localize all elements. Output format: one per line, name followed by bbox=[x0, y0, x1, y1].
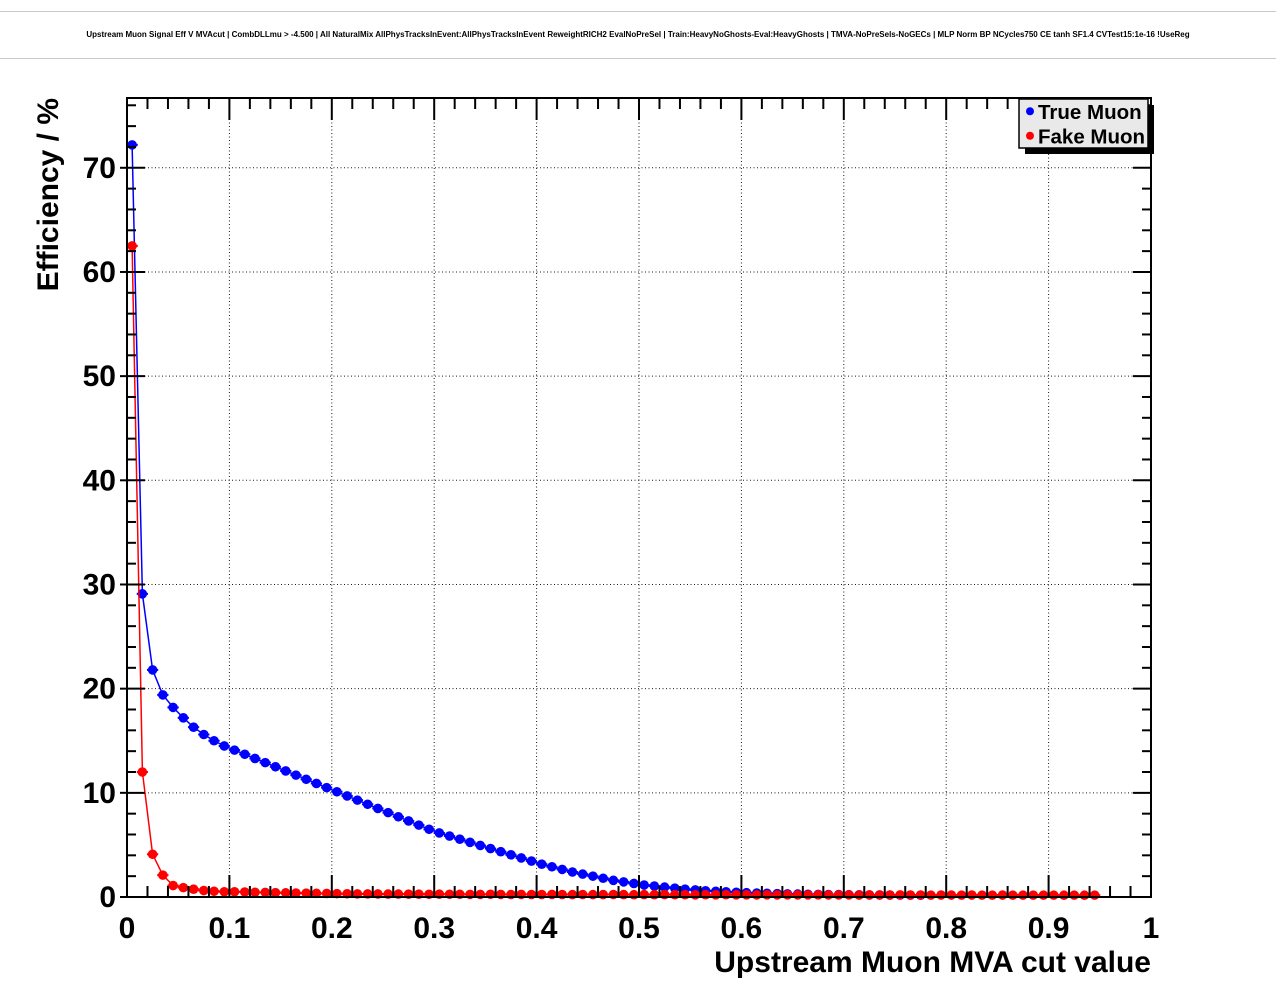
legend-label-true-muon: True Muon bbox=[1038, 101, 1142, 124]
gridlines bbox=[127, 98, 1151, 897]
svg-text:0: 0 bbox=[119, 912, 136, 945]
svg-text:70: 70 bbox=[83, 152, 116, 185]
svg-text:0.8: 0.8 bbox=[925, 912, 967, 945]
svg-text:0.3: 0.3 bbox=[413, 912, 455, 945]
svg-text:0.9: 0.9 bbox=[1028, 912, 1070, 945]
legend-marker-true-muon bbox=[1026, 107, 1034, 116]
svg-text:0.6: 0.6 bbox=[721, 912, 763, 945]
y-axis: 0 10 20 30 40 50 60 70 bbox=[83, 104, 1151, 914]
series-fake-muon bbox=[126, 241, 1101, 901]
svg-text:Upstream Muon MVA cut value: Upstream Muon MVA cut value bbox=[714, 946, 1151, 979]
svg-text:10: 10 bbox=[83, 777, 116, 810]
svg-text:0.1: 0.1 bbox=[209, 912, 251, 945]
svg-text:0.4: 0.4 bbox=[516, 912, 558, 945]
axis-titles: Upstream Muon MVA cut value Efficiency / … bbox=[32, 98, 1151, 979]
title-pad-border-bottom bbox=[0, 58, 1276, 59]
legend-marker-fake-muon bbox=[1026, 131, 1034, 140]
svg-text:1: 1 bbox=[1143, 912, 1160, 945]
legend-box bbox=[1018, 98, 1149, 149]
svg-text:0.2: 0.2 bbox=[311, 912, 353, 945]
series-true-muon bbox=[126, 140, 927, 901]
svg-text:50: 50 bbox=[83, 360, 116, 393]
svg-text:0.7: 0.7 bbox=[823, 912, 865, 945]
svg-text:0.5: 0.5 bbox=[618, 912, 660, 945]
x-axis: 0 0.1 0.2 0.3 0.4 0.5 0.6 0.7 0.8 0.9 1 bbox=[119, 98, 1160, 945]
svg-text:30: 30 bbox=[83, 568, 116, 601]
legend-label-fake-muon: Fake Muon bbox=[1038, 125, 1145, 148]
svg-text:0: 0 bbox=[99, 881, 116, 914]
title-pad-border-top bbox=[0, 11, 1276, 12]
svg-text:Efficiency / %: Efficiency / % bbox=[32, 98, 65, 291]
plot-title: Upstream Muon Signal Eff V MVAcut | Comb… bbox=[86, 30, 1190, 39]
svg-text:40: 40 bbox=[83, 464, 116, 497]
svg-text:20: 20 bbox=[83, 673, 116, 706]
svg-text:60: 60 bbox=[83, 256, 116, 289]
